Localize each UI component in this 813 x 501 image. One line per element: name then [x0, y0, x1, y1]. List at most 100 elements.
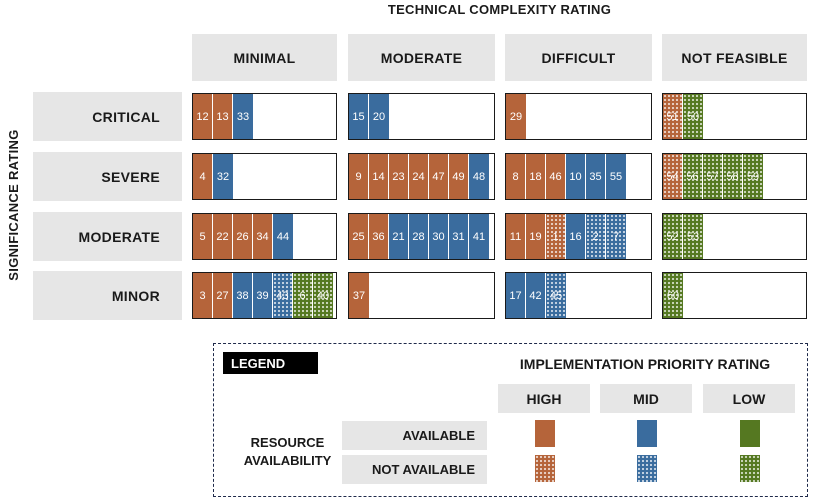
matrix-cell-minor-difficult: 17 42 45	[505, 272, 652, 319]
item-tile: 33	[233, 94, 253, 139]
item-tile: 12	[193, 94, 213, 139]
swatch-high-not-available	[535, 455, 555, 482]
item-tile: 57	[703, 154, 723, 199]
matrix-cell-severe-difficult: 8 18 46 10 35 55	[505, 153, 652, 200]
item-tile: 52	[663, 214, 683, 259]
legend-mid-header: MID	[600, 384, 692, 413]
swatch-mid-not-available	[637, 455, 657, 482]
item-tile: 60	[663, 273, 683, 318]
legend-high-header: HIGH	[498, 384, 590, 413]
technical-complexity-title: TECHNICAL COMPLEXITY RATING	[387, 2, 612, 17]
swatch-mid-available	[637, 420, 657, 447]
matrix-cell-minor-not-feasible: 60	[662, 272, 807, 319]
item-tile: 18	[526, 154, 546, 199]
column-header-not-feasible: NOT FEASIBLE	[662, 34, 807, 81]
item-tile: 13	[213, 94, 233, 139]
item-tile: 42	[526, 273, 546, 318]
item-tile: 14	[369, 154, 389, 199]
item-tile: 21	[389, 214, 409, 259]
item-tile: 38	[233, 273, 253, 318]
item-tile: 11	[506, 214, 526, 259]
matrix-cell-critical-not-feasible: 51 50	[662, 93, 807, 140]
item-tile: 25	[349, 214, 369, 259]
item-tile: 28	[409, 214, 429, 259]
item-tile: 5	[193, 214, 213, 259]
item-tile: 17	[506, 273, 526, 318]
row-header-critical: CRITICAL	[33, 92, 182, 141]
item-tile: 51	[663, 94, 683, 139]
item-tile: 19	[526, 214, 546, 259]
item-tile: 53	[683, 214, 703, 259]
priority-rating-title: IMPLEMENTATION PRIORITY RATING	[519, 356, 771, 372]
matrix-cell-minor-minimal: 3 27 38 39 43 6 40	[192, 272, 337, 319]
resource-availability-label: RESOURCE AVAILABILITY	[243, 435, 332, 468]
swatch-low-not-available	[740, 455, 760, 482]
item-tile: 40	[313, 273, 333, 318]
item-tile: 4	[193, 154, 213, 199]
item-tile: 23	[389, 154, 409, 199]
item-tile: 30	[429, 214, 449, 259]
matrix-cell-moderate-difficult: 11 19 1 16 2 7	[505, 213, 652, 260]
legend-available-label: AVAILABLE	[342, 421, 487, 450]
swatch-low-available	[740, 420, 760, 447]
item-tile: 26	[233, 214, 253, 259]
item-tile: 44	[273, 214, 293, 259]
item-tile: 29	[506, 94, 526, 139]
item-tile: 22	[213, 214, 233, 259]
item-tile: 41	[469, 214, 489, 259]
item-tile: 20	[369, 94, 389, 139]
matrix-cell-minor-moderate: 37	[348, 272, 495, 319]
item-tile: 46	[546, 154, 566, 199]
item-tile: 15	[349, 94, 369, 139]
matrix-cell-severe-minimal: 4 32	[192, 153, 337, 200]
legend-low-header: LOW	[703, 384, 795, 413]
item-tile: 59	[743, 154, 763, 199]
column-header-difficult: DIFFICULT	[505, 34, 652, 81]
item-tile: 16	[566, 214, 586, 259]
item-tile: 50	[683, 94, 703, 139]
swatch-high-available	[535, 420, 555, 447]
item-tile: 36	[369, 214, 389, 259]
item-tile: 37	[349, 273, 369, 318]
item-tile: 34	[253, 214, 273, 259]
matrix-cell-moderate-moderate: 25 36 21 28 30 31 41	[348, 213, 495, 260]
item-tile: 6	[293, 273, 313, 318]
item-tile: 32	[213, 154, 233, 199]
item-tile: 48	[469, 154, 489, 199]
item-tile: 49	[449, 154, 469, 199]
item-tile: 3	[193, 273, 213, 318]
item-tile: 35	[586, 154, 606, 199]
legend-label: LEGEND	[223, 352, 318, 374]
item-tile: 43	[273, 273, 293, 318]
matrix-cell-severe-not-feasible: 54 56 57 58 59	[662, 153, 807, 200]
item-tile: 7	[606, 214, 626, 259]
matrix-cell-moderate-minimal: 5 22 26 34 44	[192, 213, 337, 260]
item-tile: 2	[586, 214, 606, 259]
matrix-cell-moderate-not-feasible: 52 53	[662, 213, 807, 260]
legend-not-available-label: NOT AVAILABLE	[342, 455, 487, 484]
item-tile: 8	[506, 154, 526, 199]
item-tile: 24	[409, 154, 429, 199]
matrix-cell-severe-moderate: 9 14 23 24 47 49 48	[348, 153, 495, 200]
item-tile: 27	[213, 273, 233, 318]
row-header-minor: MINOR	[33, 271, 182, 320]
item-tile: 55	[606, 154, 626, 199]
item-tile: 58	[723, 154, 743, 199]
matrix-cell-critical-moderate: 15 20	[348, 93, 495, 140]
significance-rating-title: SIGNIFICANCE RATING	[6, 129, 21, 281]
column-header-moderate: MODERATE	[348, 34, 495, 81]
item-tile: 47	[429, 154, 449, 199]
item-tile: 56	[683, 154, 703, 199]
matrix-cell-critical-minimal: 12 13 33	[192, 93, 337, 140]
row-header-moderate: MODERATE	[33, 212, 182, 261]
item-tile: 9	[349, 154, 369, 199]
column-header-minimal: MINIMAL	[192, 34, 337, 81]
item-tile: 10	[566, 154, 586, 199]
item-tile: 31	[449, 214, 469, 259]
item-tile: 1	[546, 214, 566, 259]
row-header-severe: SEVERE	[33, 152, 182, 201]
item-tile: 39	[253, 273, 273, 318]
matrix-cell-critical-difficult: 29	[505, 93, 652, 140]
item-tile: 45	[546, 273, 566, 318]
item-tile: 54	[663, 154, 683, 199]
